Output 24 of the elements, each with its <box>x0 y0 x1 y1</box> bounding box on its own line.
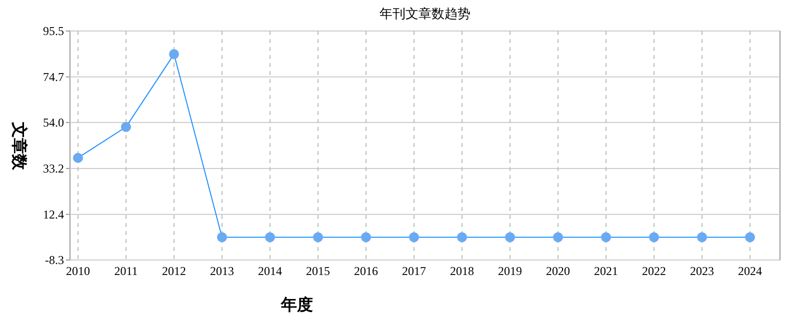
x-tick-label: 2015 <box>306 264 330 278</box>
x-tick-label: 2023 <box>690 264 714 278</box>
x-tick-label: 2010 <box>66 264 90 278</box>
y-tick-label: 95.5 <box>43 24 64 38</box>
x-tick-label: 2020 <box>546 264 570 278</box>
y-tick-label: 33.2 <box>43 161 64 176</box>
x-tick-label: 2017 <box>402 264 426 278</box>
x-tick-label: 2013 <box>210 264 234 278</box>
x-axis-title: 年度 <box>280 295 313 314</box>
x-tick-label: 2016 <box>354 264 378 278</box>
y-tick-label: 12.4 <box>43 207 64 222</box>
x-tick-label: 2019 <box>498 264 522 278</box>
x-tick-label: 2018 <box>450 264 474 278</box>
y-axis-title: 文章数 <box>10 121 28 171</box>
x-tick-label: 2011 <box>114 264 138 278</box>
x-tick-label: 2014 <box>258 264 282 278</box>
x-tick-label: 2022 <box>642 264 666 278</box>
x-tick-label: 2024 <box>738 264 762 278</box>
x-tick-label: 2012 <box>162 264 186 278</box>
y-tick-label: 54.0 <box>43 116 64 130</box>
chart-title: 年刊文章数趋势 <box>380 6 470 21</box>
y-tick-label: 74.7 <box>43 70 64 84</box>
y-tick-label: -8.3 <box>45 253 64 267</box>
x-tick-label: 2021 <box>594 264 618 278</box>
